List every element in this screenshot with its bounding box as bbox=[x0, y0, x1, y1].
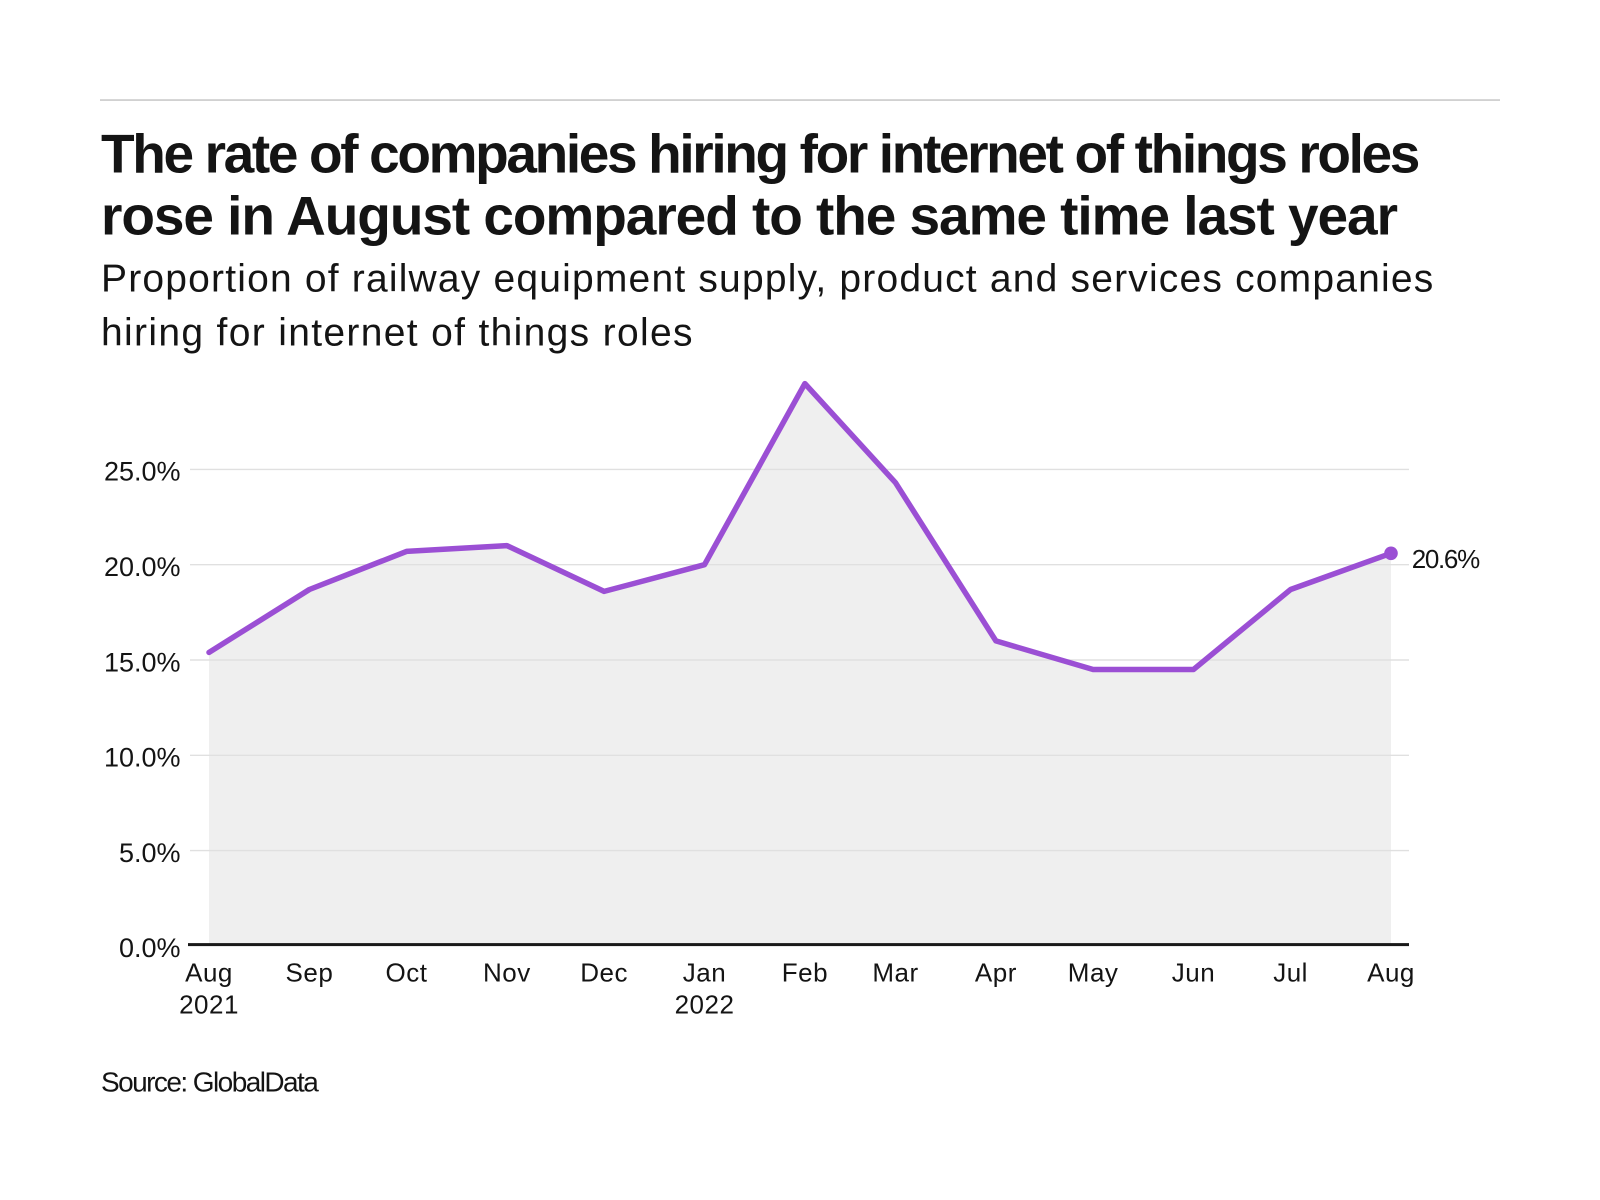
svg-text:Aug: Aug bbox=[1367, 958, 1415, 988]
svg-text:2021: 2021 bbox=[179, 990, 239, 1020]
svg-text:20.6%: 20.6% bbox=[1412, 544, 1480, 574]
svg-text:Jul: Jul bbox=[1273, 958, 1308, 988]
svg-text:hiring for internet of things: hiring for internet of things roles bbox=[101, 312, 694, 355]
svg-text:Sep: Sep bbox=[286, 958, 334, 988]
svg-text:Apr: Apr bbox=[975, 958, 1017, 988]
svg-text:5.0%: 5.0% bbox=[119, 838, 181, 868]
svg-text:Nov: Nov bbox=[483, 958, 531, 988]
svg-text:Source: GlobalData: Source: GlobalData bbox=[101, 1067, 319, 1098]
svg-text:25.0%: 25.0% bbox=[104, 457, 181, 487]
svg-text:rose in August compared to the: rose in August compared to the same time… bbox=[101, 185, 1398, 247]
svg-text:2022: 2022 bbox=[675, 990, 735, 1020]
svg-text:20.0%: 20.0% bbox=[104, 552, 181, 582]
svg-text:Feb: Feb bbox=[782, 958, 828, 988]
svg-text:Oct: Oct bbox=[386, 958, 428, 988]
svg-text:Proportion of railway equipmen: Proportion of railway equipment supply, … bbox=[101, 257, 1434, 300]
svg-text:The rate of companies hiring f: The rate of companies hiring for interne… bbox=[101, 123, 1419, 185]
svg-text:0.0%: 0.0% bbox=[119, 933, 181, 963]
svg-text:10.0%: 10.0% bbox=[104, 743, 181, 773]
svg-text:Jun: Jun bbox=[1172, 958, 1215, 988]
svg-text:15.0%: 15.0% bbox=[104, 647, 181, 677]
svg-text:Jan: Jan bbox=[683, 958, 726, 988]
svg-text:Dec: Dec bbox=[580, 958, 628, 988]
svg-text:May: May bbox=[1068, 958, 1119, 988]
svg-text:Mar: Mar bbox=[872, 958, 918, 988]
svg-text:Aug: Aug bbox=[185, 958, 233, 988]
